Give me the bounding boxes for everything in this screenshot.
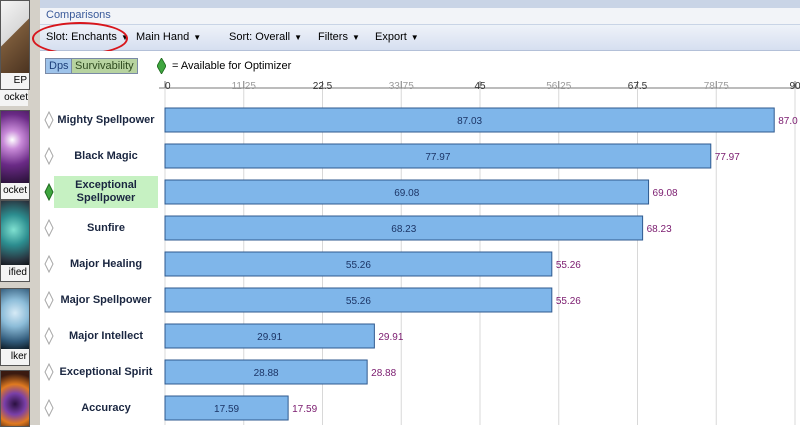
bar-value-label: 69.08 — [394, 188, 419, 199]
unavailable-diamond-icon — [44, 218, 54, 238]
bar-end-label: 68.23 — [647, 224, 672, 235]
book-icon — [1, 1, 29, 73]
slot-dropdown-label: Slot: Enchants — [46, 31, 117, 43]
gem-icon — [1, 111, 29, 183]
bar — [164, 179, 650, 205]
bar-value-label: 87.03 — [457, 116, 482, 127]
bar — [164, 143, 712, 169]
bar-value-label: 55.26 — [346, 260, 371, 271]
chevron-down-icon: ▼ — [294, 33, 303, 42]
unavailable-diamond-icon — [44, 362, 54, 382]
chevron-down-icon: ▼ — [351, 33, 360, 42]
window-title: Comparisons — [46, 9, 111, 21]
item-slot-tile-1[interactable]: EP — [0, 0, 30, 90]
unavailable-diamond-icon — [44, 326, 54, 346]
optimizer-legend: = Available for Optimizer — [156, 57, 292, 75]
item-slot-strip: EP ocket ocket ified lker — [0, 0, 40, 427]
window-top-band — [40, 0, 800, 8]
tab-survivability[interactable]: Survivability — [71, 58, 138, 74]
bar — [164, 359, 368, 385]
x-tick-label: 90 — [789, 81, 800, 92]
hand-dropdown-label: Main Hand — [136, 31, 190, 43]
bar-chart: 0 11.25 22.5 33.75 45 56.25 67.5 78.75 90 87.03 87… — [44, 81, 800, 425]
bar-value-label: 28.88 — [254, 368, 279, 379]
bar-end-label: 17.59 — [292, 404, 317, 415]
export-dropdown[interactable]: Export ▼ — [375, 31, 419, 43]
item-slot-tile-5[interactable] — [0, 370, 30, 427]
sort-dropdown[interactable]: Sort: Overall ▼ — [229, 31, 302, 43]
category-label[interactable]: Mighty Spellpower — [57, 113, 155, 126]
optimizer-legend-text: = Available for Optimizer — [172, 59, 292, 72]
bar — [164, 287, 553, 313]
unavailable-diamond-icon — [44, 110, 54, 130]
bar-value-label: 68.23 — [391, 224, 416, 235]
x-tick-label: 45 — [474, 81, 486, 92]
category-label[interactable]: Major Healing — [69, 257, 143, 270]
ring-icon — [1, 371, 29, 426]
chevron-down-icon: ▼ — [410, 33, 419, 42]
bar — [164, 215, 644, 241]
bar — [164, 395, 289, 421]
x-tick-label: 67.5 — [628, 81, 648, 92]
category-label[interactable]: Major Intellect — [69, 329, 143, 342]
chevron-down-icon: ▼ — [120, 33, 129, 42]
bar-end-label: 87.0 — [778, 116, 798, 127]
bar — [164, 323, 375, 349]
comparison-chart: Mighty Spellpower Black Magic Exceptional … — [40, 78, 800, 425]
view-tabs-row: Dps Survivability = Available for Optimi… — [40, 51, 800, 81]
item-slot-tile-4[interactable]: lker — [0, 288, 30, 366]
bar-end-label: 29.91 — [378, 332, 403, 343]
filters-dropdown-label: Filters — [318, 31, 348, 43]
item-slot-tile-3[interactable]: ified — [0, 200, 30, 282]
x-tick-label: 0 — [165, 81, 171, 92]
bar-end-label: 69.08 — [653, 188, 678, 199]
bar-end-label: 77.97 — [715, 152, 740, 163]
category-label[interactable]: Exceptional Spellpower — [54, 176, 158, 208]
x-tick-label: 78.75 — [704, 81, 729, 92]
hand-dropdown[interactable]: Main Hand ▼ — [136, 31, 201, 43]
armor-icon — [1, 201, 29, 265]
unavailable-diamond-icon — [44, 290, 54, 310]
x-tick-label: 33.75 — [389, 81, 414, 92]
boots-icon — [1, 289, 29, 349]
tab-dps[interactable]: Dps — [45, 58, 73, 74]
unavailable-diamond-icon — [44, 398, 54, 418]
category-label[interactable]: Major Spellpower — [60, 293, 152, 306]
filters-dropdown[interactable]: Filters ▼ — [318, 31, 360, 43]
x-tick-label: 56.25 — [546, 81, 571, 92]
bar-value-label: 17.59 — [214, 404, 239, 415]
x-tick-label: 22.5 — [313, 81, 333, 92]
bar — [164, 251, 553, 277]
sort-dropdown-label: Sort: Overall — [229, 31, 291, 43]
unavailable-diamond-icon — [44, 254, 54, 274]
category-label[interactable]: Black Magic — [74, 149, 138, 162]
category-label[interactable]: Exceptional Spirit — [59, 365, 153, 378]
export-dropdown-label: Export — [375, 31, 407, 43]
unavailable-diamond-icon — [44, 146, 54, 166]
bar — [164, 107, 775, 133]
slot-dropdown[interactable]: Slot: Enchants ▼ — [46, 31, 129, 43]
item-slot-tile-2[interactable]: ocket — [0, 110, 30, 200]
bar-end-label: 55.26 — [556, 260, 581, 271]
bar-end-label: 55.26 — [556, 296, 581, 307]
bar-end-label: 28.88 — [371, 368, 396, 379]
bar-value-label: 55.26 — [346, 296, 371, 307]
chevron-down-icon: ▼ — [193, 33, 202, 42]
bar-value-label: 29.91 — [257, 332, 282, 343]
category-label[interactable]: Accuracy — [81, 401, 131, 414]
item-slot-caption: ocket — [0, 90, 28, 106]
bar-value-label: 77.97 — [425, 152, 450, 163]
available-diamond-icon — [156, 57, 167, 75]
toolbar: Slot: Enchants ▼ Main Hand ▼ Sort: Overall… — [40, 25, 800, 51]
category-label[interactable]: Sunfire — [87, 221, 125, 234]
available-diamond-icon — [44, 182, 54, 202]
window-title-bar: Comparisons — [40, 8, 800, 25]
x-tick-label: 11.25 — [232, 81, 257, 92]
